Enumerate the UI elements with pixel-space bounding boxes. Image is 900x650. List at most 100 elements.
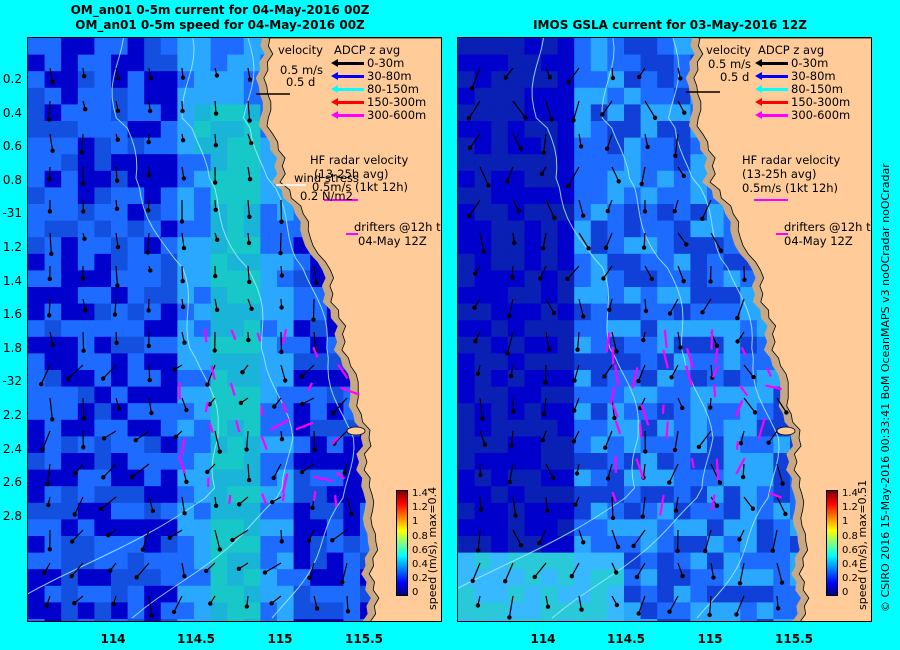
current-arrowhead: [603, 245, 609, 250]
current-arrowhead: [467, 145, 473, 150]
left-map-panel[interactable]: velocity 0.5 m/s 0.5 d ADCP z avg 0-30m 3…: [27, 37, 442, 622]
speed-cell: [343, 486, 361, 504]
speed-cell: [690, 336, 708, 354]
current-arrowhead: [279, 539, 284, 544]
speed-cell: [127, 370, 145, 388]
speed-cell: [210, 121, 228, 139]
speed-cell: [723, 502, 741, 520]
current-arrowhead: [172, 367, 178, 372]
speed-cell: [640, 320, 658, 338]
speed-cell: [194, 486, 212, 504]
bathymetry-contour: [28, 38, 219, 595]
speed-cell: [144, 287, 162, 305]
current-arrowhead: [115, 283, 120, 288]
left-map-svg: [28, 38, 441, 621]
y-tick-label: 0.8: [2, 172, 22, 187]
current-arrowhead: [310, 505, 315, 510]
speed-cell: [557, 619, 575, 621]
speed-cell: [524, 502, 542, 520]
speed-cell: [524, 386, 542, 404]
current-arrowhead: [571, 118, 576, 123]
speed-cell: [507, 519, 525, 537]
current-arrow: [606, 133, 613, 149]
speed-cell: [707, 253, 725, 271]
right-map-panel[interactable]: velocity 0.5 m/s 0.5 d ADCP z avg 0-30m 3…: [457, 37, 872, 622]
speed-cell: [541, 486, 559, 504]
speed-cell: [640, 87, 658, 105]
speed-cell: [194, 54, 212, 72]
speed-cell: [541, 419, 559, 437]
current-arrowhead: [680, 573, 685, 579]
speed-cell: [177, 602, 195, 620]
speed-cell: [243, 87, 261, 105]
current-arrowhead: [603, 445, 608, 450]
current-arrow: [131, 463, 150, 478]
speed-cell: [673, 38, 691, 56]
bathymetry-contour: [131, 38, 294, 619]
speed-cell: [144, 121, 162, 139]
right-title: IMOS GSLA current for 03-May-2016 12Z: [533, 18, 807, 32]
radar-arrow: [605, 332, 611, 353]
speed-cell: [210, 403, 228, 421]
speed-cell: [94, 38, 112, 56]
radar-arrow: [710, 494, 716, 511]
speed-cell: [640, 519, 658, 537]
current-arrow: [273, 463, 282, 479]
speed-cell: [590, 536, 608, 554]
left-x-tick-label: 115.5: [345, 632, 383, 646]
current-arrow: [543, 133, 547, 153]
speed-cell: [28, 137, 46, 155]
current-arrow: [636, 562, 646, 578]
speed-cell: [574, 453, 592, 471]
speed-cell: [277, 602, 295, 620]
speed-cell: [144, 552, 162, 570]
adcp-legend-label: 300-600m: [367, 108, 427, 122]
speed-cell: [61, 204, 79, 222]
current-arrowhead: [214, 307, 220, 312]
speed-cell: [227, 552, 245, 570]
current-arrow: [633, 529, 646, 547]
speed-cell: [756, 370, 774, 388]
adcp-legend-entry: 300-600m: [331, 108, 427, 122]
speed-cell: [243, 486, 261, 504]
speed-cell: [624, 303, 642, 321]
speed-cell: [111, 220, 129, 238]
speed-cell: [111, 585, 129, 603]
legend-arrow-icon: [755, 59, 788, 67]
speed-cell: [127, 204, 145, 222]
speed-cell: [210, 569, 228, 587]
current-arrow: [136, 562, 150, 578]
left-hf-radar-avg: (13-25h avg): [314, 167, 389, 181]
speed-cell: [458, 386, 476, 404]
speed-cell: [690, 602, 708, 620]
speed-cell: [607, 220, 625, 238]
speed-cell: [94, 137, 112, 155]
speed-cell: [607, 87, 625, 105]
current-arrow: [102, 364, 117, 380]
radar-arrow: [640, 404, 650, 426]
speed-cell: [690, 237, 708, 255]
speed-cell: [44, 71, 62, 89]
current-arrowhead: [566, 80, 571, 85]
current-arrowhead: [547, 75, 553, 80]
speed-cell: [524, 585, 542, 603]
speed-cell: [557, 204, 575, 222]
speed-cell: [474, 336, 492, 354]
speed-cell: [740, 602, 758, 620]
speed-cell: [590, 320, 608, 338]
speed-cell: [160, 602, 178, 620]
current-arrowhead: [146, 308, 151, 313]
current-arrowhead: [684, 242, 689, 247]
speed-cell: [640, 154, 658, 172]
current-arrow: [567, 166, 580, 187]
speed-cell: [690, 585, 708, 603]
speed-cell: [111, 419, 129, 437]
speed-cell: [607, 619, 625, 621]
speed-cell: [61, 71, 79, 89]
current-arrowhead: [473, 271, 478, 276]
speed-cell: [227, 320, 245, 338]
current-arrowhead: [718, 248, 724, 253]
current-arrow: [510, 430, 514, 446]
speed-cell: [277, 353, 295, 371]
current-arrow: [545, 100, 553, 120]
